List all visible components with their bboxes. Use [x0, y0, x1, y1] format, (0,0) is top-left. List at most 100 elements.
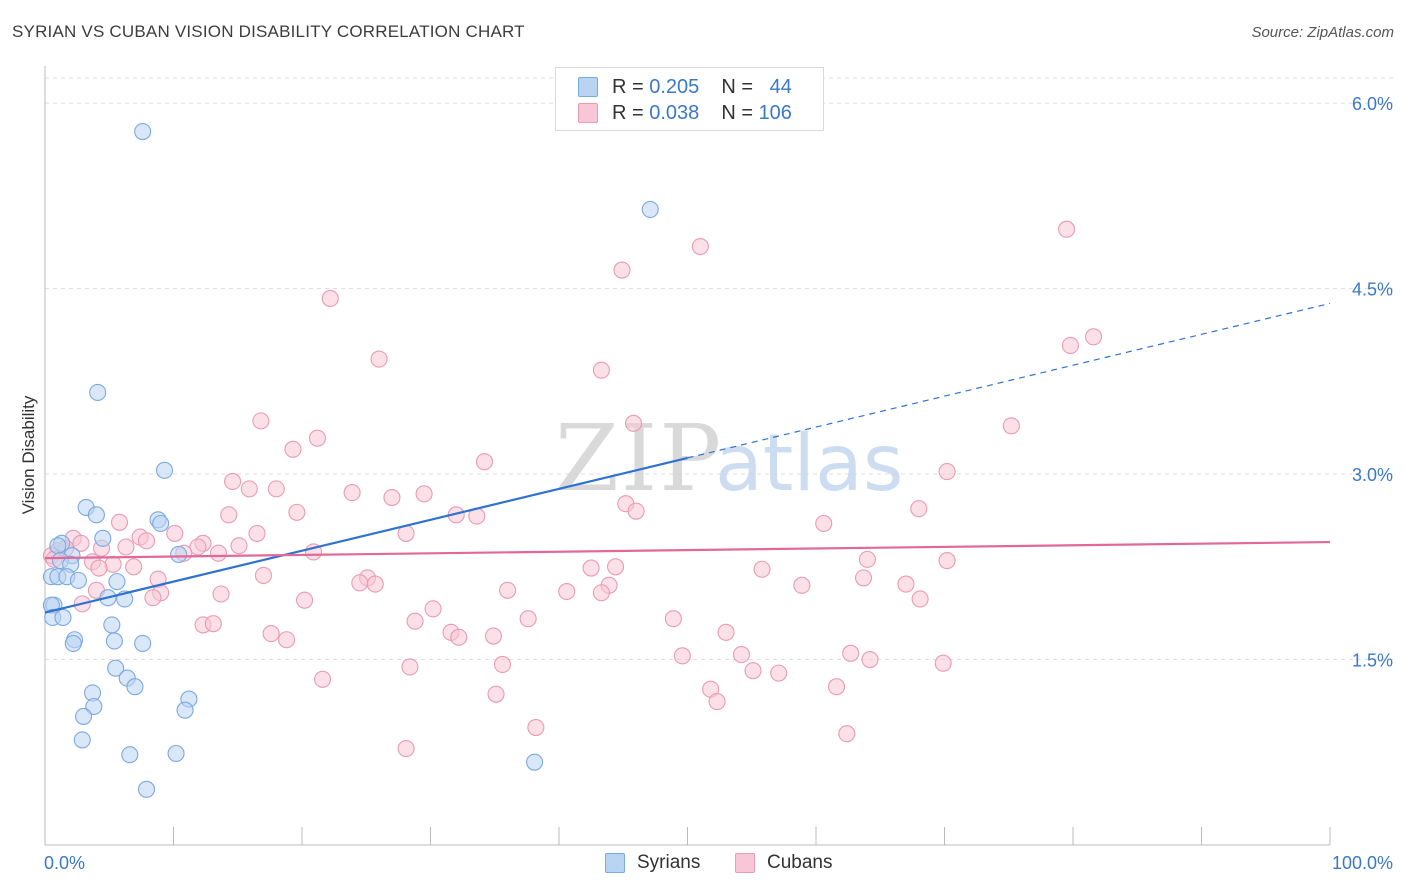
cubans-point[interactable] [189, 538, 207, 556]
syrians-point[interactable] [176, 701, 194, 719]
syrians-point[interactable] [137, 780, 156, 798]
cubans-point[interactable] [284, 440, 302, 458]
syrians-point[interactable] [134, 634, 152, 652]
cubans-point[interactable] [415, 485, 433, 503]
cubans-point[interactable] [406, 612, 424, 630]
syrians-point[interactable] [49, 537, 67, 555]
cubans-point[interactable] [137, 532, 156, 550]
legend-item-cubans[interactable]: Cubans [735, 852, 833, 874]
cubans-point[interactable] [90, 559, 108, 577]
syrians-point[interactable] [526, 753, 544, 771]
syrians-point[interactable] [87, 506, 105, 524]
cubans-point[interactable] [938, 552, 956, 570]
cubans-point[interactable] [613, 261, 631, 279]
cubans-point[interactable] [343, 484, 361, 502]
cubans-point[interactable] [519, 610, 537, 628]
cubans-point[interactable] [240, 480, 258, 498]
cubans-point[interactable] [910, 500, 928, 518]
cubans-point[interactable] [854, 569, 873, 587]
cubans-point[interactable] [308, 429, 326, 447]
cubans-point[interactable] [842, 644, 860, 662]
cubans-point[interactable] [254, 566, 273, 584]
cubans-point[interactable] [770, 664, 788, 682]
cubans-point[interactable] [606, 558, 625, 576]
cubans-point[interactable] [209, 544, 228, 562]
cubans-point[interactable] [815, 514, 833, 533]
cubans-point[interactable] [475, 453, 494, 471]
cubans-point[interactable] [708, 693, 726, 711]
syrians-point[interactable] [107, 659, 125, 677]
cubans-point[interactable] [732, 646, 751, 664]
legend-item-syrians[interactable]: Syrians [605, 852, 700, 874]
cubans-point[interactable] [938, 463, 956, 481]
cubans-point[interactable] [366, 575, 384, 593]
cubans-point[interactable] [252, 412, 270, 430]
cubans-point[interactable] [401, 658, 419, 676]
cubans-point[interactable] [110, 513, 129, 531]
cubans-point[interactable] [450, 628, 468, 646]
cubans-point[interactable] [487, 685, 505, 703]
cubans-point[interactable] [828, 678, 846, 696]
syrians-point[interactable] [103, 616, 121, 634]
cubans-point[interactable] [624, 414, 643, 432]
cubans-point[interactable] [499, 581, 517, 599]
syrians-point[interactable] [126, 678, 144, 696]
syrians-point[interactable] [64, 634, 82, 652]
syrians-point[interactable] [108, 573, 126, 591]
cubans-point[interactable] [691, 237, 709, 256]
cubans-point[interactable] [1058, 220, 1076, 238]
cubans-point[interactable] [1061, 336, 1079, 355]
cubans-point[interactable] [267, 480, 285, 498]
cubans-point[interactable] [934, 654, 952, 672]
cubans-point[interactable] [861, 650, 879, 669]
cubans-point[interactable] [484, 627, 503, 645]
syrians-point[interactable] [69, 571, 87, 589]
syrians-point[interactable] [73, 731, 91, 749]
cubans-point[interactable] [627, 502, 645, 520]
syrians-point[interactable] [170, 545, 188, 563]
syrians-point[interactable] [134, 122, 152, 141]
cubans-point[interactable] [1085, 328, 1103, 346]
cubans-point[interactable] [424, 600, 442, 618]
cubans-point[interactable] [212, 585, 230, 603]
cubans-point[interactable] [1002, 417, 1020, 435]
syrians-point[interactable] [54, 608, 72, 627]
cubans-point[interactable] [838, 725, 856, 743]
cubans-point[interactable] [296, 591, 314, 609]
cubans-point[interactable] [592, 584, 610, 602]
syrians-point[interactable] [105, 632, 123, 650]
syrians-point[interactable] [167, 744, 185, 763]
cubans-point[interactable] [351, 574, 369, 592]
cubans-point[interactable] [383, 488, 401, 507]
cubans-point[interactable] [744, 662, 762, 680]
syrians-point[interactable] [89, 383, 107, 401]
cubans-point[interactable] [527, 718, 545, 737]
cubans-point[interactable] [314, 670, 332, 688]
cubans-point[interactable] [558, 582, 576, 601]
cubans-point[interactable] [230, 537, 248, 555]
cubans-point[interactable] [793, 576, 811, 594]
cubans-point[interactable] [493, 655, 512, 674]
cubans-point[interactable] [288, 503, 306, 521]
syrians-point[interactable] [94, 529, 112, 547]
cubans-point[interactable] [592, 361, 610, 379]
cubans-point[interactable] [204, 615, 222, 633]
cubans-point[interactable] [911, 590, 929, 608]
cubans-point[interactable] [104, 555, 122, 573]
syrians-point[interactable] [85, 697, 103, 716]
cubans-point[interactable] [224, 472, 242, 491]
cubans-point[interactable] [858, 550, 876, 568]
syrians-point[interactable] [75, 707, 93, 725]
cubans-point[interactable] [897, 575, 915, 593]
cubans-point[interactable] [220, 506, 238, 524]
cubans-point[interactable] [72, 534, 90, 552]
cubans-point[interactable] [664, 610, 682, 628]
cubans-point[interactable] [262, 625, 280, 643]
cubans-point[interactable] [125, 558, 143, 576]
syrians-point[interactable] [155, 461, 174, 479]
syrians-point[interactable] [152, 514, 170, 533]
cubans-point[interactable] [166, 524, 184, 542]
cubans-point[interactable] [321, 289, 339, 308]
cubans-point[interactable] [717, 623, 735, 641]
cubans-point[interactable] [753, 560, 771, 578]
